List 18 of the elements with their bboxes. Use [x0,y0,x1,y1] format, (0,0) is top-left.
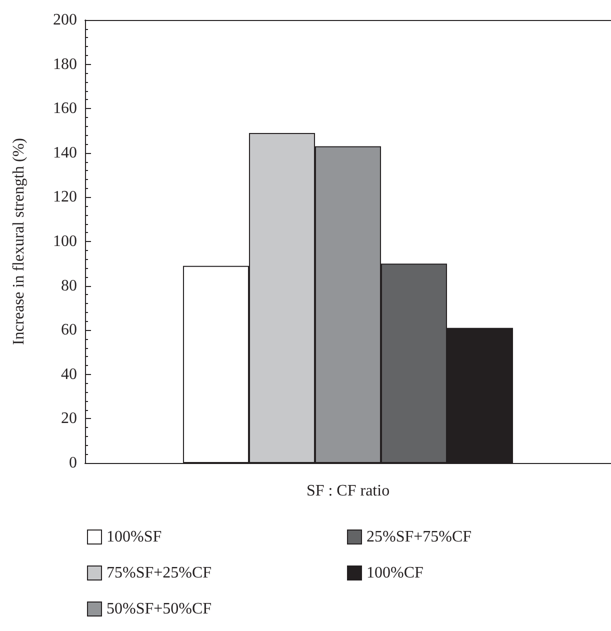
y-tick-label: 120 [53,188,77,206]
y-tick-label: 140 [53,144,77,162]
y-tick-label: 60 [61,322,77,339]
legend-label: 25%SF+75%CF [366,528,472,546]
legend-label: 75%SF+25%CF [106,564,212,582]
y-tick-label: 200 [53,12,77,28]
y-tick-label: 80 [61,277,77,294]
y-tick-label: 100 [53,233,77,250]
legend-label: 100%SF [106,528,162,546]
legend-label: 50%SF+50%CF [106,600,212,618]
y-tick-label: 20 [61,410,77,428]
y-tick-label: 0 [69,454,77,472]
legend-label: 100%CF [366,564,424,582]
y-tick-label: 40 [61,366,77,383]
y-tick-label: 160 [53,100,77,118]
y-tick-label: 180 [53,56,77,73]
y-axis-title: Increase in flexural strength (%) [10,138,28,346]
x-axis-title: SF : CF ratio [306,482,390,500]
